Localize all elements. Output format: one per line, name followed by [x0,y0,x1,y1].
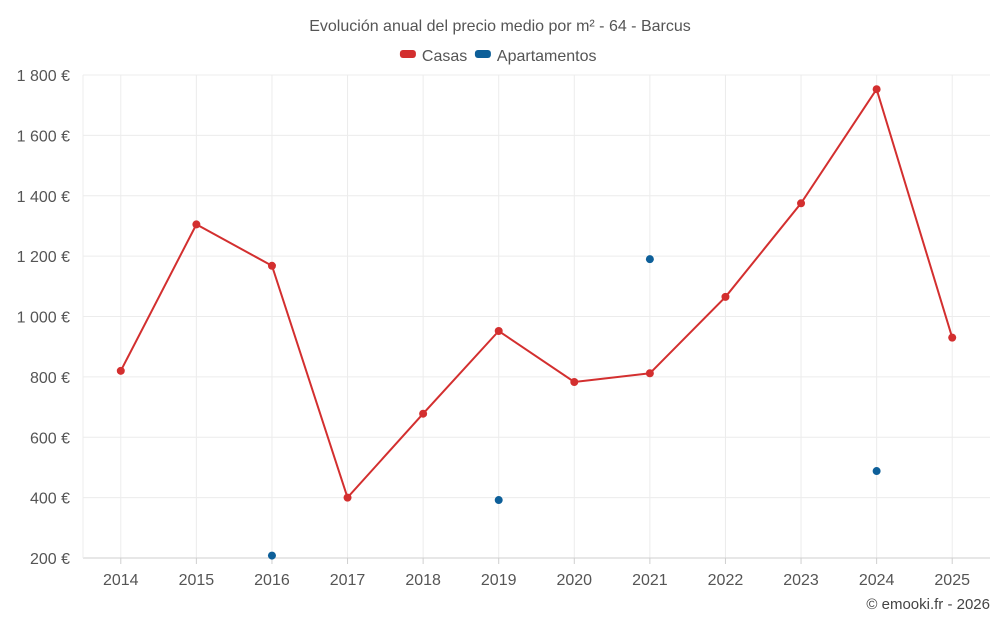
axes: 200 € 400 € 600 € 800 € 1 000 € 1 200 € 1 400 … [17,68,990,589]
apartamentos-point [267,551,276,560]
x-tick-label: 2014 [103,572,139,589]
y-tick-label: 600 € [30,430,70,447]
casas-point [494,326,503,335]
apartamentos-point [494,496,503,505]
y-tick-label: 1 600 € [17,128,70,145]
legend-item-apartamentos: Apartamentos [474,48,597,65]
y-tick-label: 1 200 € [17,249,70,266]
casas-point [948,333,957,342]
series [116,85,957,560]
apartamentos-point [645,255,654,264]
casas-line [119,86,954,500]
x-tick-label: 2018 [405,572,441,589]
casas-point [645,369,654,378]
legend-label: Casas [422,48,467,65]
x-tick-label: 2025 [934,572,970,589]
x-tick-label: 2016 [254,572,290,589]
y-tick-label: 800 € [30,370,70,387]
legend-item-casas: Casas [399,48,467,65]
casas-point [872,85,881,94]
x-tick-label: 2019 [481,572,517,589]
y-tick-label: 200 € [30,551,70,568]
casas-point [721,292,730,301]
casas-point [267,261,276,270]
credit-text: © emooki.fr - 2026 [866,596,990,613]
casas-point [116,366,125,375]
legend-swatch [399,50,416,58]
casas-point [797,199,806,208]
legend-swatch [474,50,491,58]
apartamentos-point [872,467,881,476]
casas-point [570,378,579,387]
chart-title: Evolución anual del precio medio por m² … [309,18,691,35]
y-tick-label: 1 000 € [17,310,70,327]
casas-point [343,493,352,502]
x-tick-label: 2022 [708,572,744,589]
x-tick-label: 2020 [556,572,592,589]
y-tick-label: 1 400 € [17,189,70,206]
y-tick-label: 1 800 € [17,68,70,85]
casas-point [192,220,201,229]
x-tick-label: 2021 [632,572,668,589]
x-tick-label: 2017 [330,572,366,589]
legend-label: Apartamentos [497,48,597,65]
gridlines [83,74,990,558]
casas-point [419,409,428,418]
legend: Casas Apartamentos [399,48,597,65]
y-tick-label: 400 € [30,491,70,508]
x-tick-label: 2015 [179,572,215,589]
x-tick-label: 2024 [859,572,895,589]
x-tick-label: 2023 [783,572,819,589]
